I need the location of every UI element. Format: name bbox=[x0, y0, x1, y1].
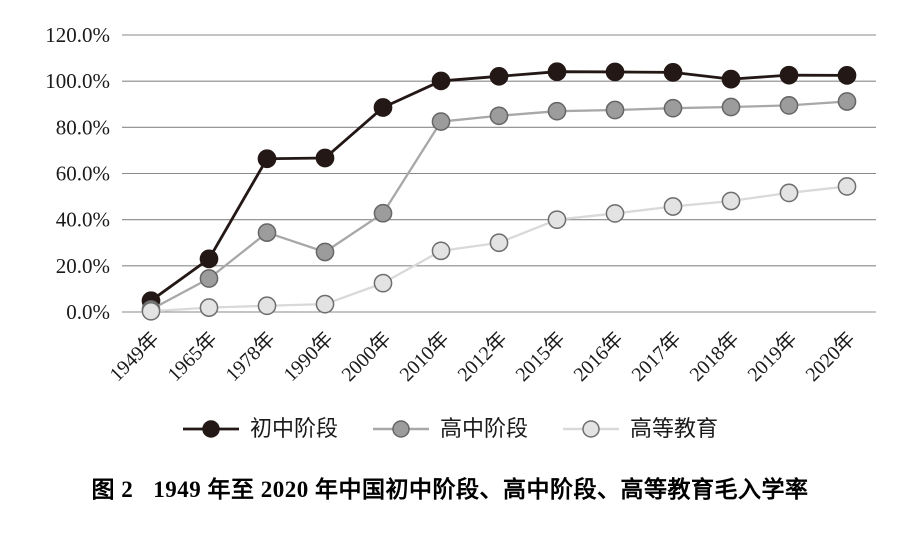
enrollment-line-chart: 120.0% 100.0% 80.0% 60.0% 40.0% 20.0% 0.0% 1949… bbox=[45, 23, 876, 386]
data-point bbox=[663, 98, 683, 118]
x-tick-label: 2016年 bbox=[569, 327, 628, 386]
data-point bbox=[489, 233, 509, 253]
data-point bbox=[199, 269, 219, 288]
data-point bbox=[547, 210, 567, 230]
data-point bbox=[431, 112, 451, 131]
data-point bbox=[605, 62, 625, 82]
data-point bbox=[663, 197, 683, 216]
data-point bbox=[315, 294, 335, 314]
legend-marker-higher-education-icon bbox=[563, 420, 619, 438]
x-tick-label: 2020年 bbox=[801, 327, 860, 386]
data-point bbox=[431, 241, 451, 261]
x-tick-label: 2000年 bbox=[337, 327, 396, 386]
legend-marker-senior-high-icon bbox=[372, 420, 429, 438]
figure-number: 图 2 bbox=[91, 477, 134, 502]
data-point bbox=[373, 98, 393, 117]
data-point bbox=[257, 223, 277, 242]
data-point bbox=[721, 69, 741, 89]
data-point bbox=[547, 62, 567, 82]
data-point bbox=[663, 63, 683, 82]
data-point bbox=[721, 191, 741, 211]
chart-legend: 初中阶段 高中阶段 高等教育 bbox=[182, 414, 718, 444]
data-point bbox=[489, 106, 509, 126]
x-tick-label: 2015年 bbox=[511, 327, 570, 386]
data-point bbox=[721, 97, 741, 117]
y-tick-label: 40.0% bbox=[56, 208, 110, 232]
data-point bbox=[837, 66, 857, 85]
y-tick-label: 20.0% bbox=[56, 254, 110, 278]
data-point bbox=[779, 96, 799, 115]
x-tick-label: 2019年 bbox=[743, 327, 802, 386]
y-tick-label: 60.0% bbox=[56, 162, 110, 186]
x-tick-label: 2012年 bbox=[453, 327, 512, 386]
data-point bbox=[431, 71, 451, 91]
x-tick-label: 1978年 bbox=[221, 327, 280, 386]
y-tick-label: 0.0% bbox=[66, 300, 110, 324]
data-point bbox=[605, 204, 625, 223]
data-point bbox=[837, 92, 857, 111]
data-point bbox=[257, 296, 277, 316]
data-point bbox=[199, 298, 219, 317]
legend-label-higher-education: 高等教育 bbox=[630, 416, 719, 441]
figure-caption: 图 2 1949 年至 2020 年中国初中阶段、高中阶段、高等教育毛入学率 bbox=[92, 470, 809, 504]
data-point bbox=[373, 273, 393, 293]
series-line-1 bbox=[150, 100, 848, 311]
data-point bbox=[489, 66, 509, 86]
data-point bbox=[257, 149, 277, 169]
data-point bbox=[199, 249, 219, 269]
x-tick-label: 2017年 bbox=[627, 327, 686, 386]
data-point bbox=[373, 203, 393, 223]
legend-item-higher-education: 高等教育 bbox=[562, 418, 718, 440]
x-tick-label: 1990年 bbox=[279, 327, 338, 386]
legend-label-senior-high: 高中阶段 bbox=[439, 416, 528, 441]
data-point bbox=[779, 65, 799, 85]
data-point bbox=[141, 301, 161, 321]
data-point bbox=[779, 183, 799, 203]
y-tick-label: 120.0% bbox=[45, 23, 110, 47]
data-point bbox=[315, 242, 335, 262]
legend-marker-junior-middle-icon bbox=[182, 420, 239, 438]
x-tick-label: 2010年 bbox=[395, 327, 454, 386]
x-tick-label: 2018年 bbox=[685, 327, 744, 386]
legend-label-junior-middle: 初中阶段 bbox=[249, 416, 338, 441]
y-tick-label: 80.0% bbox=[56, 115, 110, 139]
legend-item-junior-middle: 初中阶段 bbox=[182, 418, 338, 440]
data-point bbox=[315, 148, 335, 168]
legend-item-senior-high: 高中阶段 bbox=[372, 418, 528, 440]
data-point bbox=[605, 100, 625, 120]
y-tick-label: 100.0% bbox=[45, 69, 110, 93]
x-tick-label: 1949年 bbox=[105, 327, 164, 386]
data-point bbox=[547, 101, 567, 121]
figure-caption-text: 1949 年至 2020 年中国初中阶段、高中阶段、高等教育毛入学率 bbox=[153, 477, 809, 502]
data-point bbox=[837, 177, 857, 196]
x-tick-label: 1965年 bbox=[163, 327, 222, 386]
